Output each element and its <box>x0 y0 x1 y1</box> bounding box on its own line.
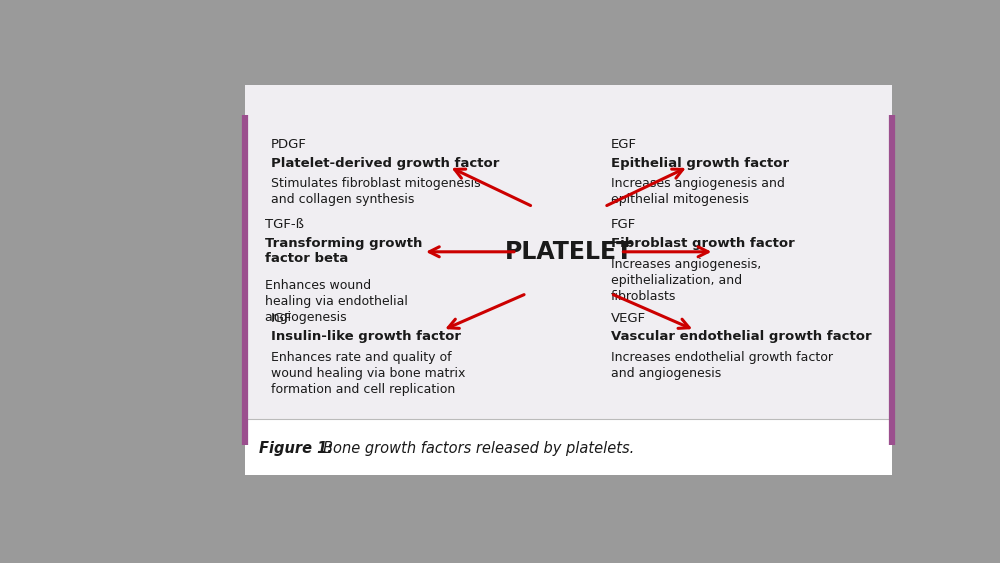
Text: Bone growth factors released by platelets.: Bone growth factors released by platelet… <box>323 440 634 455</box>
Text: Vascular endothelial growth factor: Vascular endothelial growth factor <box>611 330 871 343</box>
Text: Platelet-derived growth factor: Platelet-derived growth factor <box>271 157 499 169</box>
Text: Enhances wound
healing via endothelial
angiogenesis: Enhances wound healing via endothelial a… <box>265 279 407 324</box>
FancyBboxPatch shape <box>245 419 892 475</box>
Text: Increases angiogenesis,
epithelialization, and
fibroblasts: Increases angiogenesis, epithelializatio… <box>611 257 761 302</box>
Text: Increases angiogenesis and
epithelial mitogenesis: Increases angiogenesis and epithelial mi… <box>611 177 785 207</box>
Text: PLATELET: PLATELET <box>505 240 633 264</box>
Text: EGF: EGF <box>611 138 637 151</box>
Text: Insulin-like growth factor: Insulin-like growth factor <box>271 330 461 343</box>
Text: Epithelial growth factor: Epithelial growth factor <box>611 157 789 169</box>
Text: PDGF: PDGF <box>271 138 307 151</box>
Text: FGF: FGF <box>611 218 636 231</box>
Text: Transforming growth
factor beta: Transforming growth factor beta <box>265 236 422 265</box>
Text: IGF: IGF <box>271 312 293 325</box>
Text: Enhances rate and quality of
wound healing via bone matrix
formation and cell re: Enhances rate and quality of wound heali… <box>271 351 465 396</box>
Text: Stimulates fibroblast mitogenesis
and collagen synthesis: Stimulates fibroblast mitogenesis and co… <box>271 177 481 207</box>
Text: VEGF: VEGF <box>611 312 646 325</box>
Text: Increases endothelial growth factor
and angiogenesis: Increases endothelial growth factor and … <box>611 351 833 380</box>
FancyBboxPatch shape <box>245 85 892 475</box>
Text: TGF-ß: TGF-ß <box>265 218 304 231</box>
Text: Figure 1:: Figure 1: <box>259 440 338 455</box>
Text: Fibroblast growth factor: Fibroblast growth factor <box>611 236 795 249</box>
